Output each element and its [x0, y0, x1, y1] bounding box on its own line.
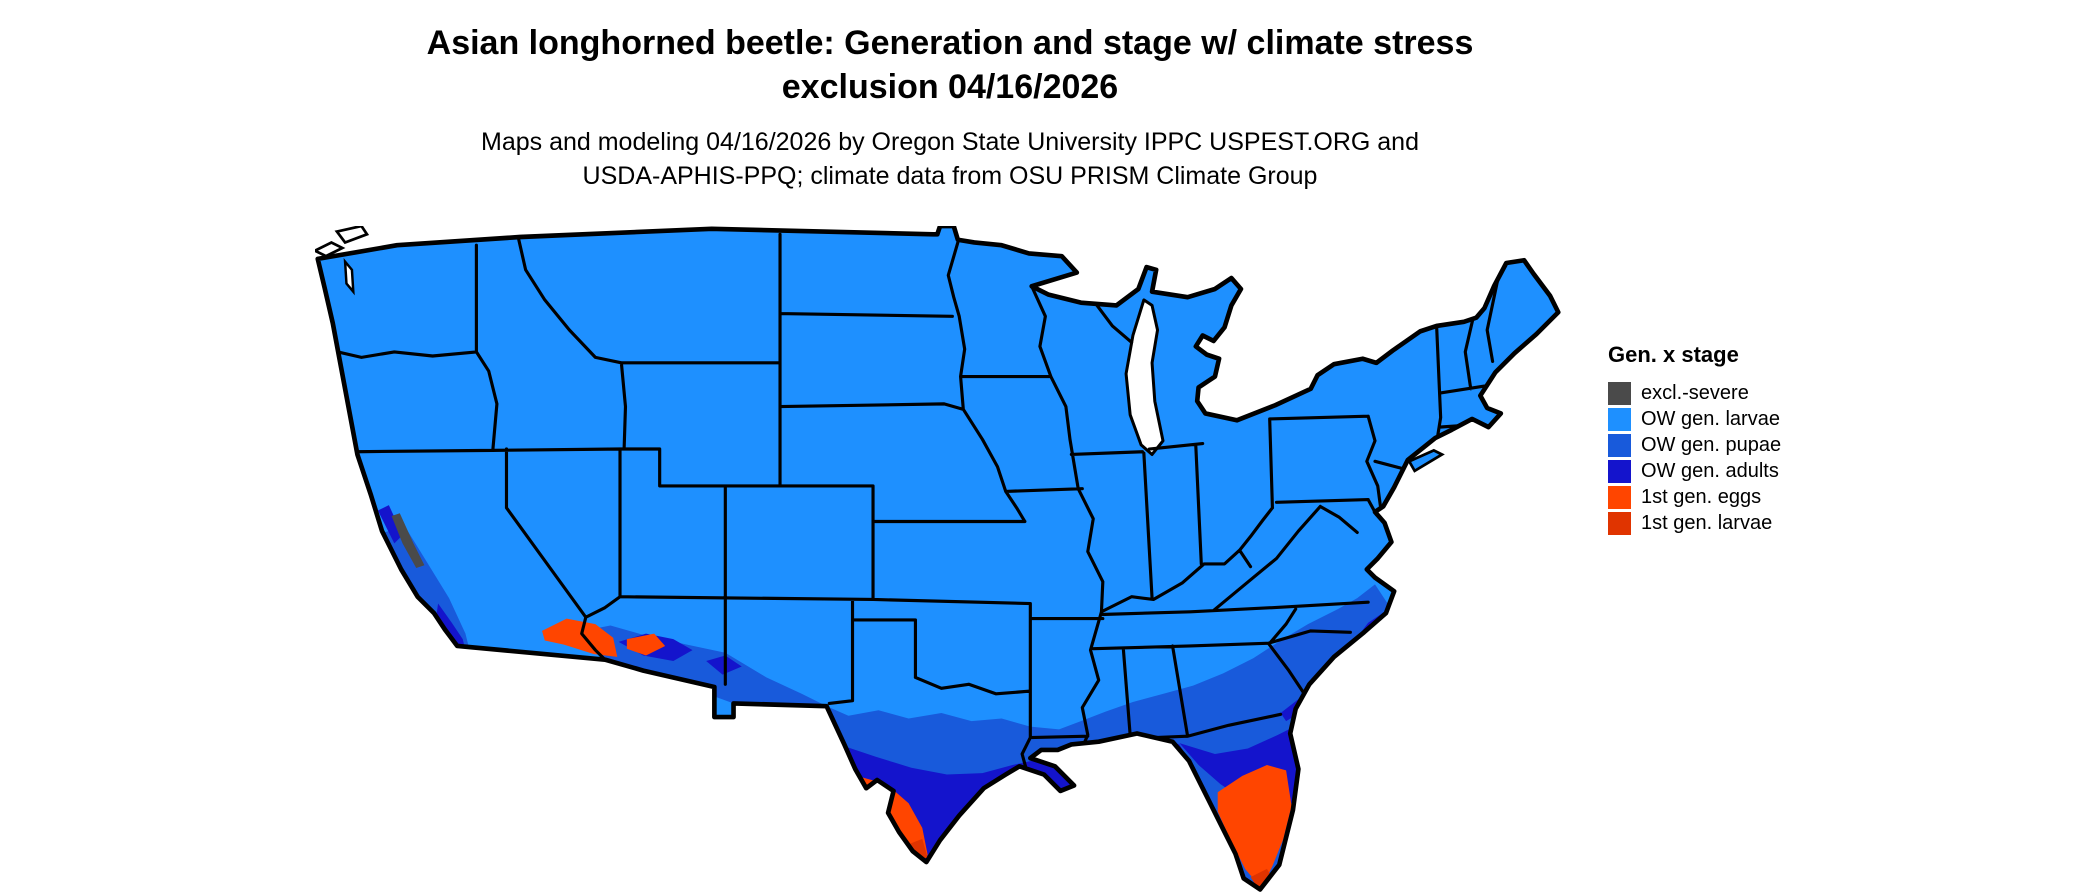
conus-map — [315, 226, 1587, 892]
vancouver-island-fragment — [315, 240, 346, 258]
legend-item: excl.-severe — [1608, 380, 1781, 406]
legend: Gen. x stage excl.-severe OW gen. larvae O… — [1608, 342, 1781, 536]
us-map-svg — [315, 226, 1587, 892]
eggs-central-arizona — [626, 633, 666, 656]
legend-swatch — [1608, 381, 1631, 405]
legend-label: excl.-severe — [1641, 381, 1749, 404]
legend-item: OW gen. larvae — [1608, 406, 1781, 432]
legend-item: OW gen. pupae — [1608, 432, 1781, 458]
figure-title-line2: exclusion 04/16/2026 — [781, 67, 1119, 106]
figure-title-line1: Asian longhorned beetle: Generation and … — [426, 24, 1474, 62]
legend-item: 1st gen. eggs — [1608, 484, 1781, 510]
legend-swatch — [1608, 433, 1631, 457]
canada-shore-fragment — [334, 226, 370, 245]
legend-label: 1st gen. eggs — [1641, 485, 1762, 508]
figure-header: Asian longhorned beetle: Generation and … — [0, 22, 1900, 193]
legend-label: 1st gen. larvae — [1641, 511, 1773, 534]
legend-swatch — [1608, 511, 1631, 535]
figure-subtitle-line2: USDA-APHIS-PPQ; climate data from OSU PR… — [582, 162, 1318, 191]
region-excl-severe — [391, 513, 425, 568]
legend-label: OW gen. pupae — [1641, 433, 1782, 456]
legend-title: Gen. x stage — [1608, 342, 1739, 367]
legend-label: OW gen. larvae — [1641, 407, 1780, 430]
figure-subtitle: Maps and modeling 04/16/2026 by Oregon S… — [0, 125, 1900, 193]
puget-sound — [343, 257, 355, 296]
legend-swatch — [1608, 485, 1631, 509]
legend-items: excl.-severe OW gen. larvae OW gen. pupae O… — [1608, 380, 1781, 536]
eggs-south-florida — [1217, 764, 1292, 889]
state-borders — [324, 232, 1500, 771]
legend-item: OW gen. adults — [1608, 458, 1781, 484]
eggs-southwest-arizona — [542, 618, 618, 657]
legend-item: 1st gen. larvae — [1608, 510, 1781, 536]
legend-label: OW gen. adults — [1641, 459, 1779, 482]
figure-title: Asian longhorned beetle: Generation and … — [0, 22, 1900, 109]
legend-swatch — [1608, 459, 1631, 483]
adults-central-valley — [377, 505, 403, 544]
long-island — [1407, 448, 1445, 473]
adults-socal-coast — [435, 603, 466, 651]
region-gen1-larvae — [908, 838, 1276, 890]
legend-swatch — [1608, 407, 1631, 431]
excl-sierra-nevada — [391, 513, 425, 568]
figure-subtitle-line1: Maps and modeling 04/16/2026 by Oregon S… — [481, 128, 1419, 157]
